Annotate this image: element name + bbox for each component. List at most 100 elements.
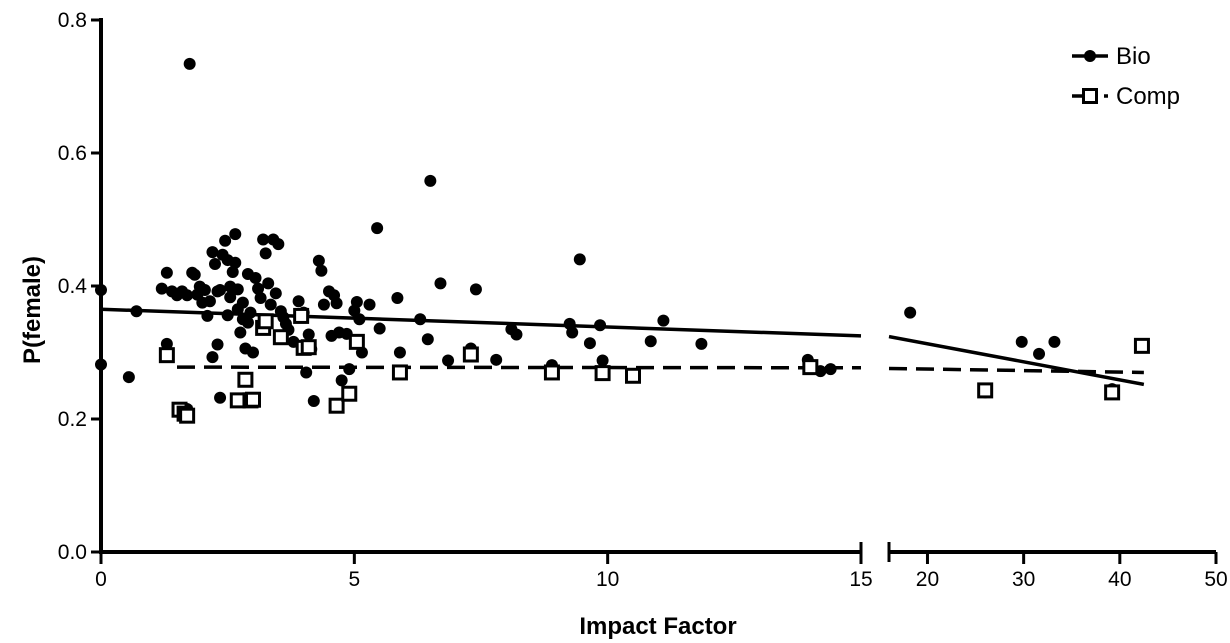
bio-point bbox=[252, 282, 265, 295]
bio-point bbox=[130, 305, 143, 318]
comp-point bbox=[245, 391, 261, 408]
bio-point bbox=[206, 246, 219, 259]
x-axis-title: Impact Factor bbox=[579, 613, 736, 640]
bio-point bbox=[343, 363, 356, 376]
bio-point bbox=[373, 322, 386, 335]
bio-point bbox=[244, 306, 257, 319]
bio-point bbox=[259, 247, 272, 260]
bio-point bbox=[247, 346, 259, 359]
legend-label-comp: Comp bbox=[1116, 83, 1180, 110]
bio-point bbox=[824, 363, 837, 376]
bio-point bbox=[209, 258, 221, 271]
bio-point bbox=[302, 328, 315, 341]
bio-fit-line bbox=[100, 307, 862, 338]
comp-point bbox=[158, 347, 175, 364]
legend-label-bio: Bio bbox=[1116, 43, 1151, 70]
y-tick-label: 0.8 bbox=[58, 9, 87, 32]
bio-point bbox=[350, 295, 363, 308]
bio-point bbox=[695, 337, 708, 350]
bio-point bbox=[254, 291, 267, 304]
x-tick-label: 30 bbox=[1012, 568, 1035, 591]
bio-point bbox=[315, 264, 328, 277]
bio-point bbox=[272, 238, 285, 251]
bio-point bbox=[221, 309, 234, 322]
bio-point bbox=[234, 326, 247, 339]
bio-point bbox=[312, 254, 325, 267]
bio-point bbox=[335, 374, 348, 387]
comp-point bbox=[462, 346, 479, 363]
bio-point bbox=[257, 233, 270, 246]
comp-point bbox=[237, 371, 254, 388]
comp-point bbox=[594, 365, 611, 382]
bio-point bbox=[181, 289, 194, 302]
bio-point bbox=[249, 272, 262, 285]
y-tick-label: 0.0 bbox=[58, 541, 87, 564]
comp-point bbox=[179, 407, 196, 424]
bio-point bbox=[155, 282, 168, 295]
bio-point bbox=[330, 297, 343, 310]
bio-point bbox=[317, 298, 330, 311]
bio-point bbox=[442, 354, 455, 367]
comp-point bbox=[543, 364, 560, 381]
bio-point bbox=[236, 296, 249, 309]
comp-fit-line bbox=[176, 365, 862, 370]
comp-point bbox=[977, 382, 994, 399]
bio-point bbox=[206, 351, 219, 364]
bio-point bbox=[122, 371, 135, 384]
y-tick-label: 0.6 bbox=[58, 142, 87, 165]
data-markers bbox=[95, 57, 1150, 424]
bio-point bbox=[363, 298, 376, 311]
bio-point bbox=[188, 268, 201, 281]
bio-point bbox=[657, 314, 670, 327]
bio-point bbox=[219, 234, 232, 247]
bio-point bbox=[211, 338, 224, 351]
comp-point bbox=[257, 313, 274, 330]
legend-marker-comp bbox=[1082, 88, 1098, 104]
bio-point bbox=[160, 266, 173, 279]
bio-point bbox=[183, 57, 196, 70]
x-tick-label: 20 bbox=[916, 568, 939, 591]
bio-point bbox=[201, 309, 214, 322]
legend: Bio Comp bbox=[1072, 43, 1180, 110]
bio-point bbox=[644, 335, 657, 348]
bio-point bbox=[424, 174, 437, 187]
bio-point bbox=[421, 333, 434, 346]
bio-fit-line bbox=[888, 334, 1145, 387]
comp-point bbox=[348, 333, 365, 350]
axes: 0.0 0.2 0.4 0.6 0.8 0 5 10 15 20 30 40 50 bbox=[58, 9, 1228, 591]
bio-point bbox=[904, 306, 917, 319]
bio-point bbox=[583, 337, 596, 350]
x-tick-label: 0 bbox=[95, 568, 107, 591]
bio-point bbox=[594, 319, 607, 332]
comp-point bbox=[1133, 337, 1150, 354]
bio-point bbox=[300, 366, 313, 379]
bio-point bbox=[1048, 335, 1061, 348]
comp-point bbox=[328, 397, 345, 414]
bio-point bbox=[241, 316, 254, 329]
bio-point bbox=[160, 337, 173, 350]
comp-point bbox=[1104, 384, 1121, 401]
x-tick-label: 50 bbox=[1204, 568, 1227, 591]
bio-point bbox=[393, 346, 406, 359]
y-tick-label: 0.2 bbox=[58, 408, 87, 431]
bio-point bbox=[229, 228, 242, 241]
x-tick-label: 15 bbox=[849, 568, 872, 591]
bio-point bbox=[224, 291, 237, 304]
bio-point bbox=[391, 291, 404, 304]
bio-point bbox=[596, 354, 609, 367]
comp-point bbox=[341, 385, 358, 402]
bio-point bbox=[307, 395, 320, 408]
bio-point bbox=[198, 283, 211, 296]
bio-point bbox=[566, 326, 579, 339]
bio-point bbox=[229, 256, 242, 269]
bio-point bbox=[262, 277, 275, 290]
legend-marker-bio bbox=[1084, 50, 1096, 62]
bio-point bbox=[231, 283, 244, 296]
bio-point bbox=[292, 295, 305, 308]
comp-point bbox=[802, 359, 819, 376]
bio-point bbox=[414, 313, 427, 326]
bio-point bbox=[573, 253, 586, 266]
bio-point bbox=[269, 287, 282, 300]
x-tick-label: 5 bbox=[348, 568, 360, 591]
bio-point bbox=[353, 313, 366, 326]
